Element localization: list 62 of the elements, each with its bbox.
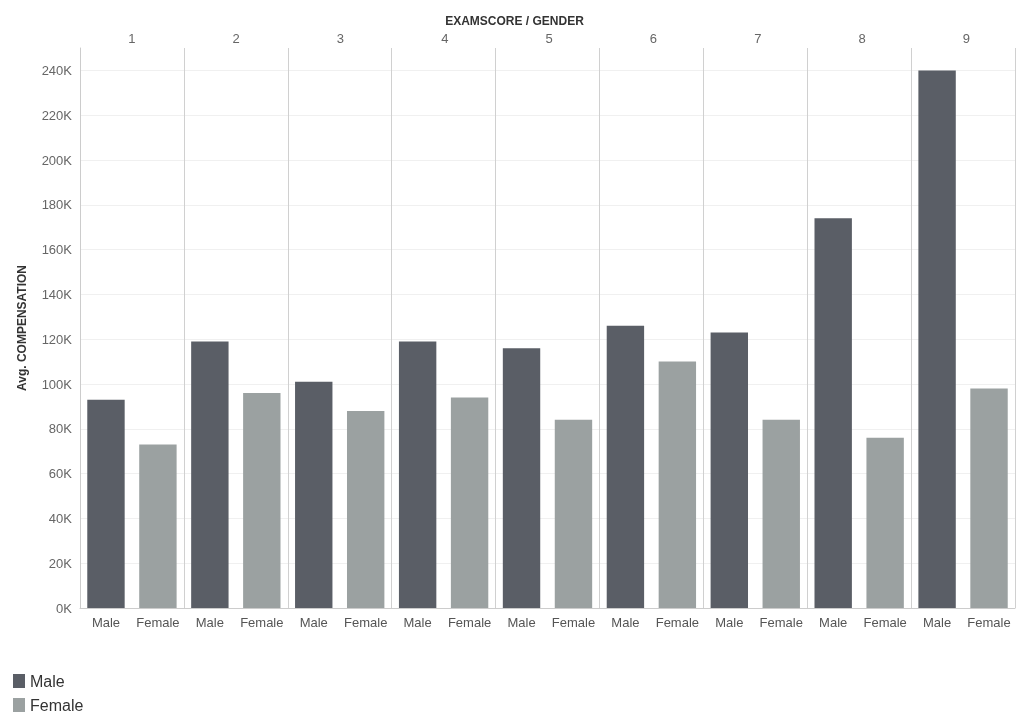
bar [295, 381, 333, 608]
text: 9 [962, 31, 971, 46]
bar [814, 218, 852, 608]
text: 1 [128, 31, 136, 46]
text: 7 [754, 31, 762, 46]
text: 8 [858, 31, 866, 46]
text: 2 [232, 31, 240, 46]
y-tick-label: 120K [41, 331, 73, 347]
x-tick-label: Female [136, 615, 180, 630]
bar [450, 397, 489, 608]
x-tick-label: Female [344, 615, 388, 630]
x-tick-label: Male [403, 615, 432, 630]
x-tick-label: Male [922, 615, 952, 630]
y-tick-label: 240K [41, 62, 73, 78]
y-tick-label: 160K [41, 242, 73, 258]
y-axis-title: Avg. COMPENSATION [15, 264, 29, 392]
x-tick-label: Female [240, 615, 284, 630]
bar [606, 325, 645, 608]
legend-label: Female [30, 696, 84, 714]
legend-label: Male [30, 672, 65, 690]
bar [710, 332, 749, 608]
bar [243, 392, 281, 608]
chart-title: EXAMSCORE / GENDER [445, 14, 585, 28]
bar [918, 70, 956, 608]
y-tick-label: 20K [48, 555, 73, 571]
y-tick-label: 140K [41, 286, 73, 302]
bar [502, 348, 541, 608]
text: 3 [336, 31, 345, 46]
bar [191, 341, 229, 608]
x-tick-label: Female [863, 615, 907, 630]
y-tick-label: 220K [41, 107, 73, 123]
y-tick-label: 0K [56, 600, 73, 616]
y-tick-label: 60K [48, 466, 73, 482]
x-tick-label: Male [819, 615, 848, 630]
x-tick-label: Female [551, 615, 596, 630]
x-tick-label: Female [967, 615, 1011, 630]
text: 4 [441, 31, 449, 46]
bar [658, 361, 697, 608]
text: 6 [649, 31, 658, 46]
x-tick-label: Male [299, 615, 328, 630]
x-tick-label: Female [759, 615, 803, 630]
bar [762, 419, 800, 608]
y-tick-label: 180K [41, 197, 73, 213]
y-tick-label: 40K [48, 510, 73, 526]
bar [398, 341, 437, 608]
bar [87, 399, 125, 608]
text: 5 [545, 31, 553, 46]
x-tick-label: Male [715, 615, 744, 630]
bar [866, 437, 904, 608]
bar [346, 410, 385, 608]
x-tick-label: Male [611, 615, 640, 630]
x-tick-label: Female [655, 615, 700, 630]
bar [139, 444, 177, 608]
x-tick-label: Male [507, 615, 536, 630]
y-tick-label: 100K [41, 376, 73, 392]
bar [970, 388, 1008, 608]
bar [554, 419, 593, 608]
x-tick-label: Female [447, 615, 492, 630]
x-tick-label: Male [91, 615, 121, 630]
y-tick-label: 80K [48, 421, 73, 437]
x-tick-label: Male [195, 615, 224, 630]
y-tick-label: 200K [41, 152, 73, 168]
